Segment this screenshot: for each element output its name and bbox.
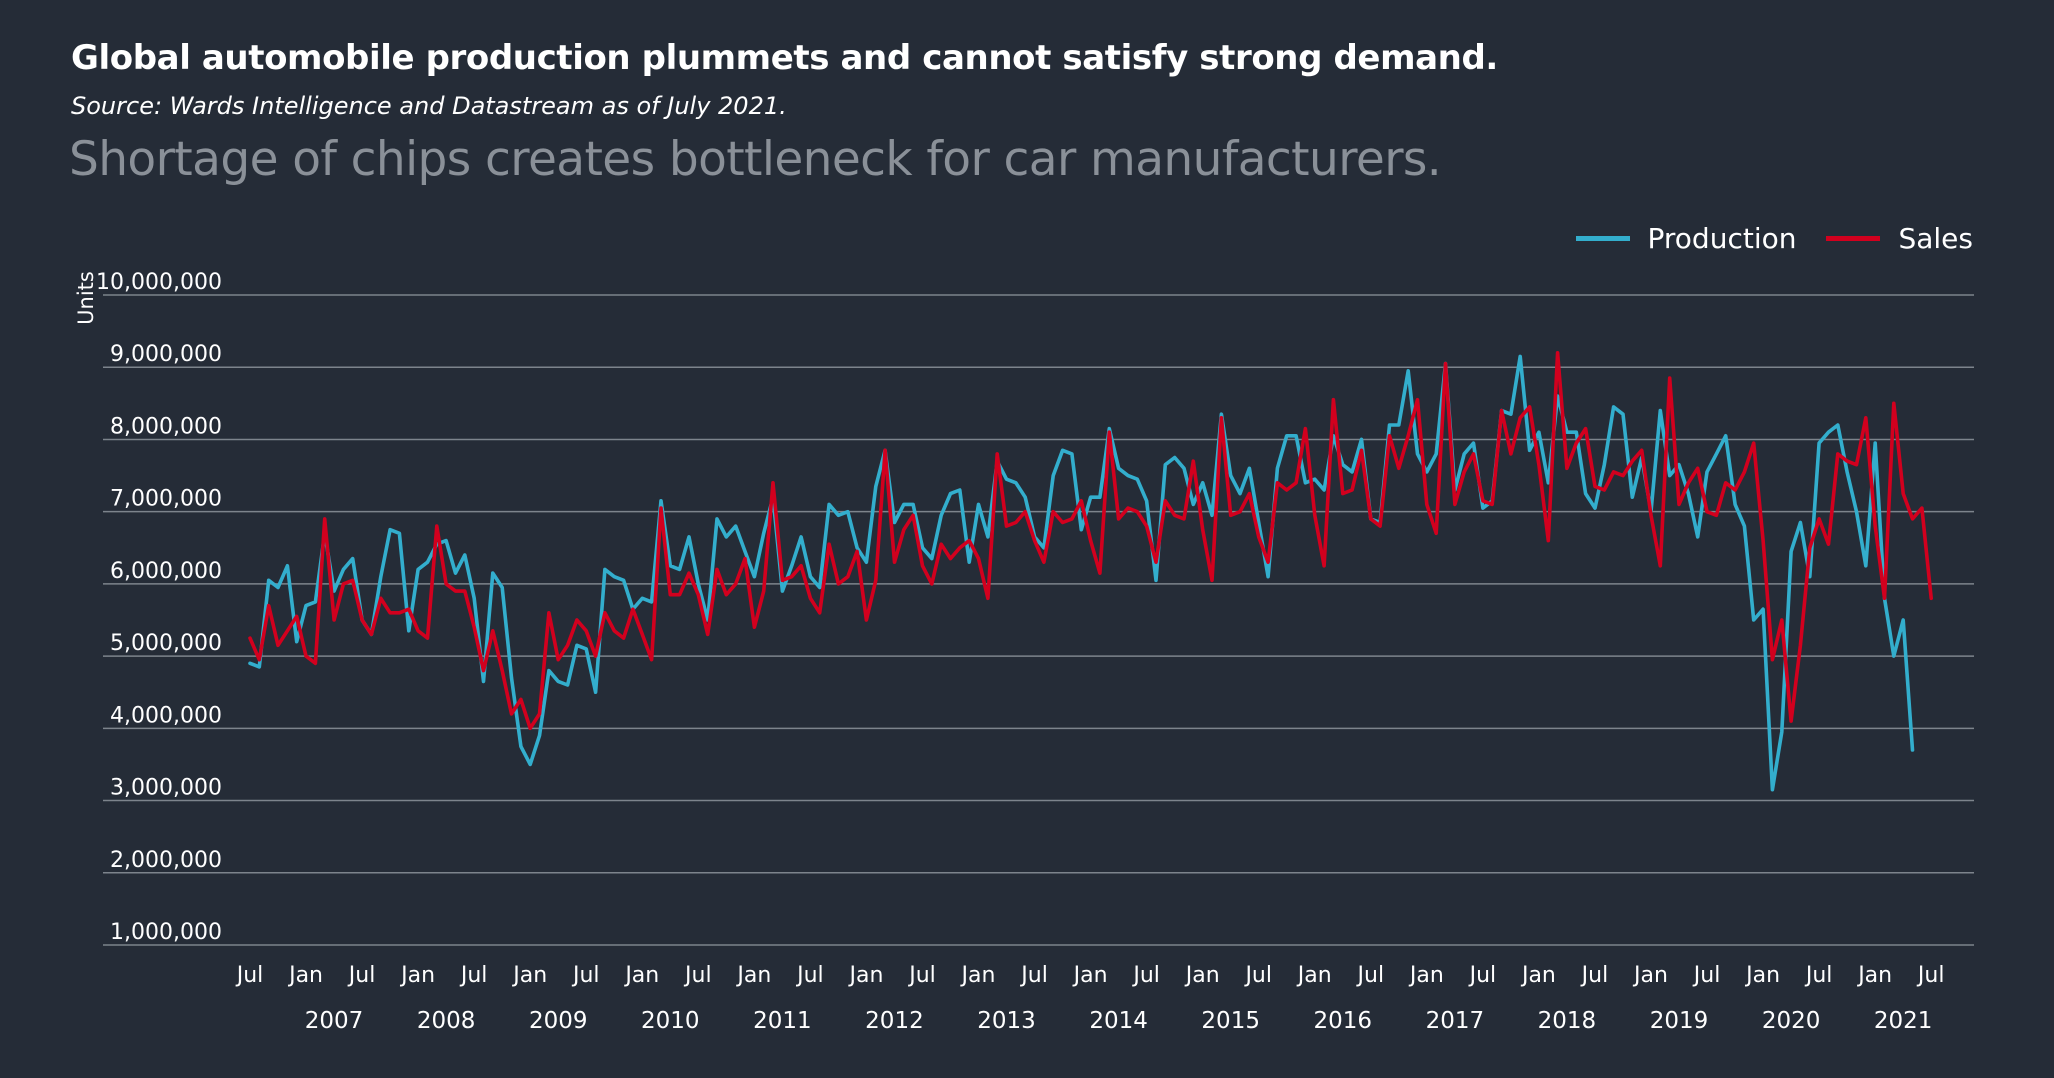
x-tick-label: Jul	[1243, 963, 1272, 988]
y-tick-label: 5,000,000	[110, 631, 222, 656]
chart-source-note: Source: Wards Intelligence and Datastrea…	[71, 92, 787, 120]
x-tick-label: Jul	[1804, 963, 1833, 988]
y-tick-label: 2,000,000	[110, 848, 222, 873]
y-tick-label: 1,000,000	[110, 920, 222, 945]
chart-title: Global automobile production plummets an…	[71, 38, 1498, 78]
year-label: 2008	[417, 1008, 476, 1034]
x-tick-label: Jan	[1184, 963, 1220, 988]
x-tick-label: Jan	[1632, 963, 1668, 988]
y-tick-label: 9,000,000	[110, 342, 222, 367]
y-tick-label: 10,000,000	[96, 270, 222, 295]
x-tick-label: Jul	[1019, 963, 1048, 988]
x-tick-label: Jul	[1692, 963, 1721, 988]
chart-legend: Production Sales	[1546, 222, 1973, 255]
x-tick-label: Jan	[1856, 963, 1892, 988]
x-tick-label: Jan	[287, 963, 323, 988]
x-tick-label: Jul	[1580, 963, 1609, 988]
x-tick-label: Jan	[1520, 963, 1556, 988]
year-label: 2018	[1538, 1008, 1597, 1034]
x-tick-label: Jul	[459, 963, 488, 988]
y-tick-label: 6,000,000	[110, 559, 222, 584]
x-tick-label: Jan	[847, 963, 883, 988]
x-tick-label: Jul	[1356, 963, 1385, 988]
year-label: 2010	[641, 1008, 700, 1034]
year-label: 2016	[1314, 1008, 1373, 1034]
legend-swatch-sales	[1826, 236, 1881, 241]
legend-item-sales: Sales	[1826, 222, 1973, 255]
production-series-line	[248, 354, 1915, 792]
legend-label-sales: Sales	[1898, 222, 1973, 255]
y-tick-label: 7,000,000	[110, 487, 222, 512]
legend-label-production: Production	[1647, 222, 1797, 255]
y-tick-label: 8,000,000	[110, 414, 222, 439]
y-tick-label: 3,000,000	[110, 776, 222, 801]
legend-swatch-production	[1575, 236, 1630, 241]
sales-series-line	[248, 350, 1933, 731]
x-tick-label: Jul	[1468, 963, 1497, 988]
x-tick-label: Jan	[960, 963, 996, 988]
x-tick-label: Jul	[347, 963, 376, 988]
year-label: 2021	[1874, 1008, 1933, 1034]
x-tick-label: Jan	[511, 963, 547, 988]
year-label: 2009	[529, 1008, 588, 1034]
x-tick-label: Jan	[1744, 963, 1780, 988]
year-label: 2017	[1426, 1008, 1485, 1034]
x-tick-label: Jul	[907, 963, 936, 988]
x-tick-label: Jul	[571, 963, 600, 988]
x-tick-label: Jan	[1296, 963, 1332, 988]
year-label: 2014	[1089, 1008, 1148, 1034]
x-tick-label: Jul	[1916, 963, 1945, 988]
x-tick-label: Jan	[623, 963, 659, 988]
x-tick-label: Jul	[1131, 963, 1160, 988]
x-tick-label: Jul	[235, 963, 264, 988]
year-label: 2020	[1762, 1008, 1821, 1034]
y-tick-label: 4,000,000	[110, 703, 222, 728]
x-tick-label: Jan	[1072, 963, 1108, 988]
year-label: 2019	[1650, 1008, 1709, 1034]
x-tick-label: Jan	[399, 963, 435, 988]
year-label: 2015	[1201, 1008, 1260, 1034]
y-axis-label: Units	[74, 271, 98, 325]
x-tick-label: Jan	[735, 963, 771, 988]
x-tick-label: Jan	[1408, 963, 1444, 988]
year-label: 2007	[305, 1008, 364, 1034]
chart-subtitle: Shortage of chips creates bottleneck for…	[69, 132, 1442, 187]
year-label: 2013	[977, 1008, 1036, 1034]
legend-item-production: Production	[1575, 222, 1797, 255]
x-tick-label: Jul	[795, 963, 824, 988]
year-label: 2012	[865, 1008, 924, 1034]
year-label: 2011	[753, 1008, 812, 1034]
x-tick-label: Jul	[683, 963, 712, 988]
